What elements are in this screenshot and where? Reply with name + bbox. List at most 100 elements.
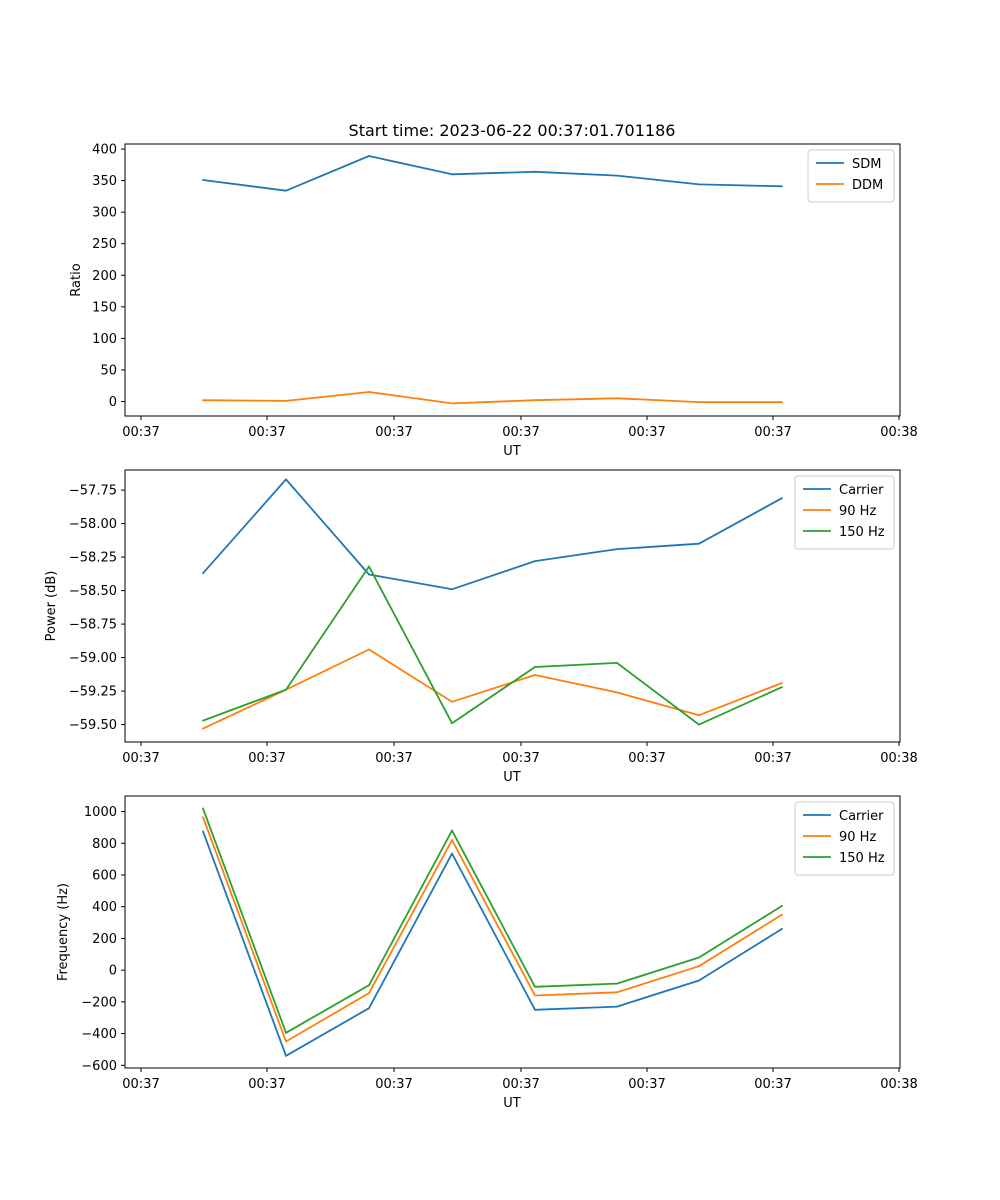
legend-label: 150 Hz	[839, 525, 885, 540]
series-line	[202, 831, 783, 1057]
data-point	[698, 401, 700, 403]
y-tick-label: −200	[81, 995, 117, 1010]
data-point	[616, 174, 618, 177]
data-point	[368, 391, 370, 393]
series-line	[202, 648, 783, 730]
y-tick-label: 0	[109, 395, 117, 410]
y-tick-label: 350	[92, 174, 117, 189]
data-point	[285, 1040, 287, 1043]
data-point	[781, 497, 783, 499]
x-tick-label: 00:37	[248, 751, 285, 766]
data-point	[534, 994, 536, 997]
data-point	[202, 807, 204, 810]
data-point	[285, 1031, 287, 1034]
data-point	[202, 179, 204, 181]
data-point	[781, 928, 783, 930]
data-point	[534, 170, 536, 173]
x-axis-label: UT	[503, 444, 521, 459]
data-point	[451, 588, 453, 591]
x-tick-label: 00:37	[754, 751, 791, 766]
axes-frame	[124, 795, 901, 1069]
x-tick-label: 00:37	[628, 751, 665, 766]
data-point	[616, 991, 618, 994]
data-point	[616, 982, 618, 985]
y-tick-label: −57.75	[69, 484, 117, 499]
y-axis-label: Power (dB)	[44, 571, 59, 642]
y-tick-label: −58.25	[69, 551, 117, 566]
legend-label: SDM	[852, 157, 881, 172]
power-panel: 00:37 00:37 00:37 00:37 00:37 00:37 00:38 UT −59…	[44, 469, 918, 785]
data-point	[781, 185, 783, 188]
x-tick-label: 00:37	[122, 751, 159, 766]
data-point	[368, 1007, 370, 1010]
y-tick-label: 400	[92, 900, 117, 915]
x-axis-label: UT	[503, 770, 521, 785]
x-tick-label: 00:37	[502, 425, 539, 440]
data-point	[698, 714, 700, 717]
legend-label: 90 Hz	[839, 830, 876, 845]
data-point	[616, 662, 618, 664]
data-point	[616, 691, 618, 694]
y-tick-label: 1000	[84, 805, 117, 820]
y-axis-label: Frequency (Hz)	[56, 883, 71, 981]
data-point	[698, 723, 700, 726]
y-tick-label: −59.25	[69, 685, 117, 700]
y-axis-label: Ratio	[69, 263, 84, 296]
series-line	[202, 816, 783, 1043]
axes-frame	[124, 143, 901, 417]
data-point	[534, 560, 536, 562]
y-tick-label: −59.50	[69, 718, 117, 733]
data-point	[202, 572, 204, 575]
x-tick-label: 00:37	[502, 751, 539, 766]
data-point	[534, 1008, 536, 1011]
y-tick-label: 0	[109, 964, 117, 979]
data-point	[285, 688, 287, 691]
legend-label: DDM	[852, 178, 883, 193]
data-point	[616, 548, 618, 550]
data-point	[368, 984, 370, 987]
y-tick-label: −58.75	[69, 618, 117, 633]
data-point	[368, 573, 370, 576]
y-tick-label: −600	[81, 1059, 117, 1074]
series-line	[202, 155, 783, 192]
data-point	[781, 905, 783, 907]
data-point	[781, 682, 783, 684]
data-point	[781, 686, 783, 688]
y-tick-label: 100	[92, 332, 117, 347]
x-tick-label: 00:37	[754, 425, 791, 440]
data-point	[698, 979, 700, 982]
data-point	[781, 913, 783, 916]
x-tick-label: 00:38	[880, 1077, 917, 1092]
data-point	[202, 399, 204, 402]
data-point	[368, 155, 370, 157]
data-point	[534, 666, 536, 668]
x-tick-label: 00:37	[628, 1077, 665, 1092]
data-point	[451, 700, 453, 703]
x-tick-label: 00:38	[880, 751, 917, 766]
legend-label: Carrier	[839, 809, 884, 824]
data-point	[534, 399, 536, 402]
data-point	[285, 400, 287, 402]
axes-frame	[124, 469, 901, 743]
x-tick-label: 00:37	[754, 1077, 791, 1092]
x-tick-label: 00:37	[122, 425, 159, 440]
data-point	[285, 189, 287, 192]
legend-label: Carrier	[839, 483, 884, 498]
data-point	[534, 674, 536, 676]
data-point	[781, 401, 783, 403]
data-point	[285, 1054, 287, 1057]
y-tick-label: 600	[92, 868, 117, 883]
y-tick-label: 250	[92, 237, 117, 252]
x-tick-label: 00:37	[248, 425, 285, 440]
data-point	[698, 956, 700, 959]
y-tick-label: −59.00	[69, 651, 117, 666]
data-point	[451, 839, 453, 841]
x-tick-label: 00:37	[502, 1077, 539, 1092]
data-point	[698, 542, 700, 545]
data-point	[368, 565, 370, 568]
ratio-panel: 00:37 00:37 00:37 00:37 00:37 00:37 00:38 UT 0 50…	[69, 143, 918, 459]
data-point	[451, 852, 453, 855]
series-line	[202, 565, 783, 726]
data-point	[451, 173, 453, 176]
data-point	[285, 478, 287, 481]
